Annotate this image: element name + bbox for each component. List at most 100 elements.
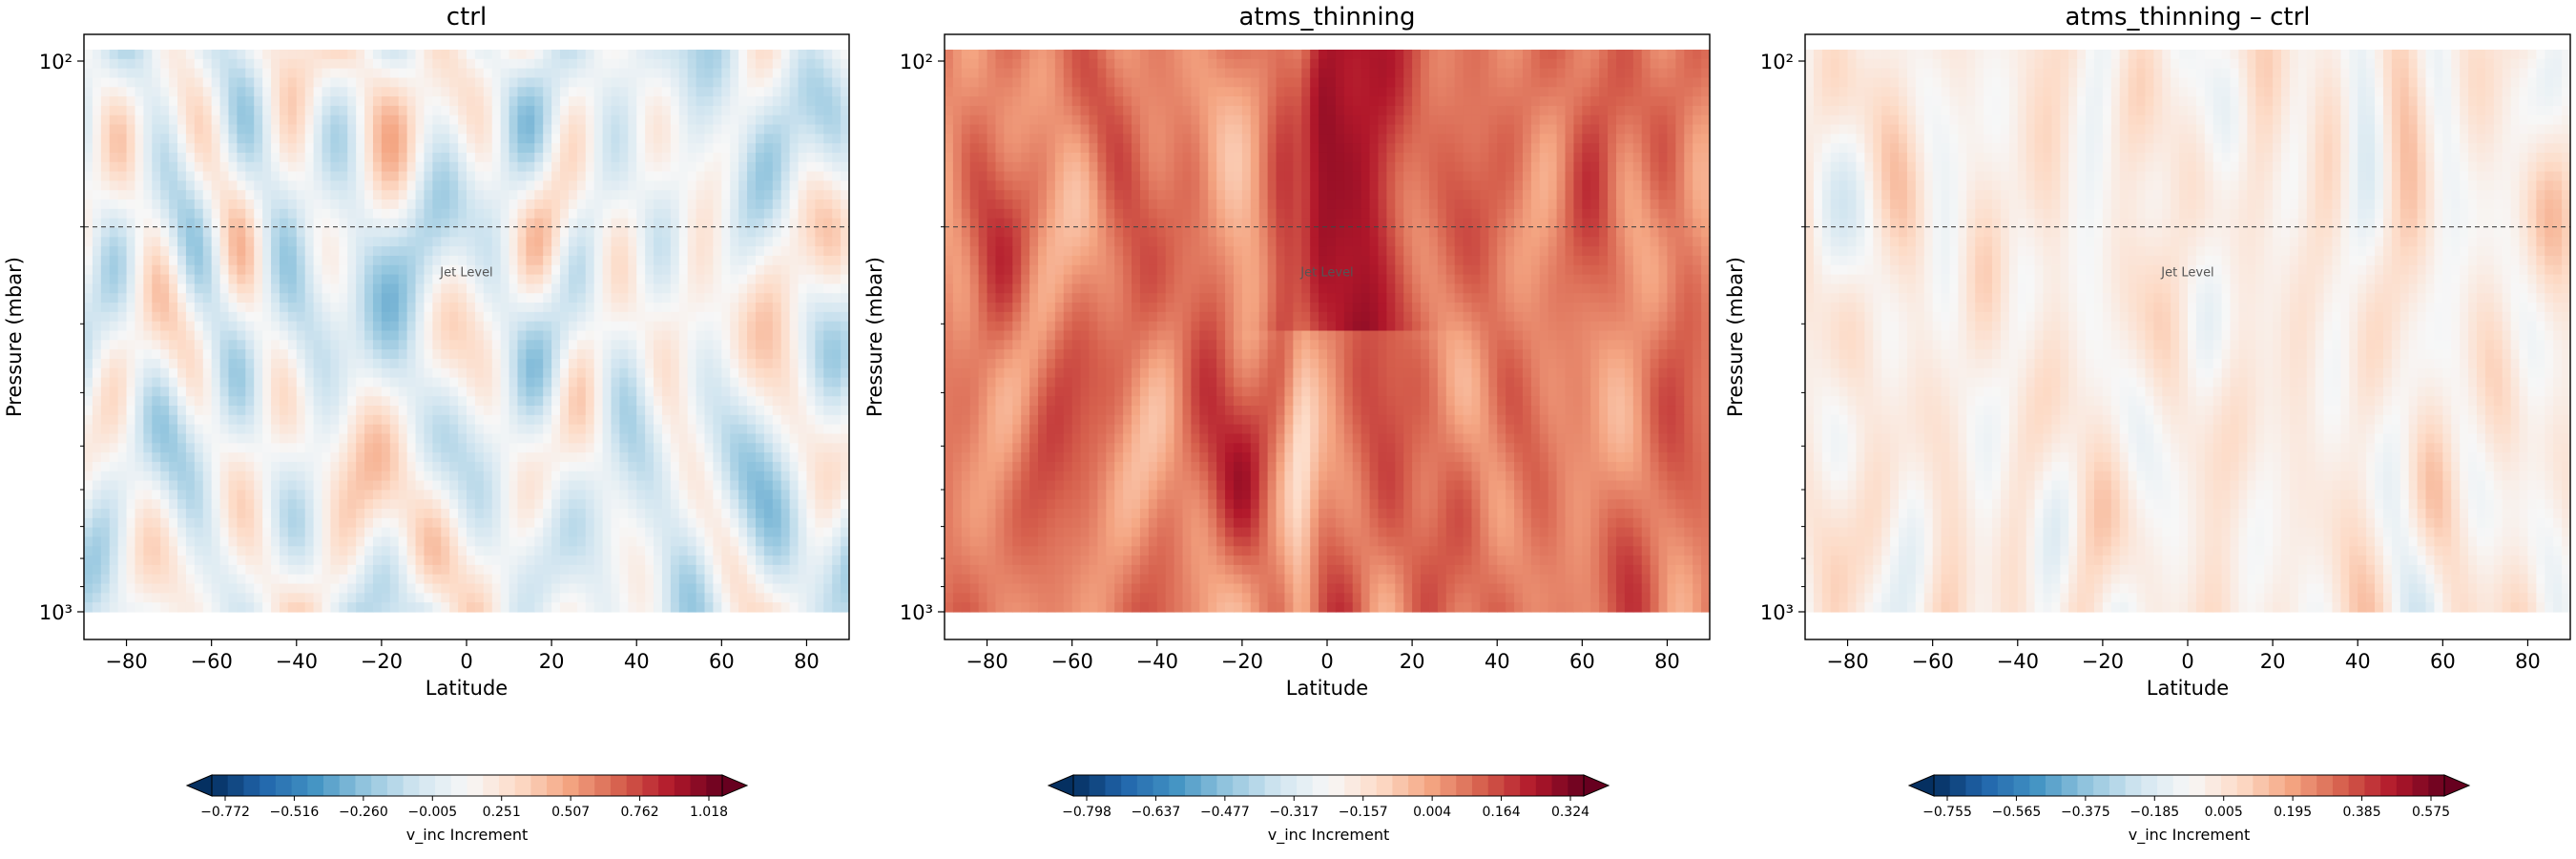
colorbar-segment [658,775,675,796]
colorbar-segment [1520,775,1537,796]
colorbar: −0.798 −0.637 −0.477 −0.317 −0.157 0.004 0.164… [1047,774,1610,845]
x-tick-label: −80 [1826,650,1868,673]
colorbar-tick-label: −0.005 [407,805,457,820]
colorbar-tick-label: −0.157 [1339,805,1388,820]
colorbar-segment [1568,775,1585,796]
x-tick-label: 80 [794,650,820,673]
colorbar-tick-label: −0.516 [270,805,320,820]
colorbar-segment [2061,775,2078,796]
heatmap-field [84,50,850,613]
x-tick-label: 20 [1400,650,1425,673]
colorbar: −0.772 −0.516 −0.260 −0.005 0.251 0.507 0.762 1… [185,774,749,845]
x-tick-label: 40 [1485,650,1510,673]
x-tick-label: 0 [1320,650,1333,673]
colorbar-label: v_inc Increment [1268,826,1390,845]
colorbar-segment [1997,775,2015,796]
colorbar-segment [339,775,356,796]
colorbar-segment [1248,775,1266,796]
panel-title: ctrl [447,3,487,31]
colorbar-segment [386,775,405,796]
colorbar-segment [1408,775,1425,796]
colorbar-segment [2220,775,2238,796]
x-axis-label: Latitude [2147,677,2229,700]
colorbar-tick-label: 0.195 [2274,805,2312,820]
colorbar-segment [1153,775,1170,796]
colorbar-tick-label: 0.762 [621,805,659,820]
y-tick-label: 10³ [900,601,933,624]
colorbar-segment [1471,775,1489,796]
colorbar-tick-label: 0.385 [2343,805,2381,820]
colorbar-tick-label: −0.185 [2129,805,2179,820]
colorbar-segment [355,775,372,796]
x-tick-label: 20 [2260,650,2286,673]
colorbar-segment [1360,775,1378,796]
colorbar-segment [1949,775,1966,796]
x-tick-label: −40 [1136,650,1178,673]
colorbar-extend-low [1047,774,1074,797]
colorbar-extend-low [1907,774,1935,797]
colorbar-tick-label: −0.772 [200,805,250,820]
colorbar-segment [514,775,531,796]
colorbar-frame [1072,774,1585,797]
colorbar-tick-label: 0.575 [2412,805,2450,820]
panel-1: Jet Level −80 −60 −40 −20 0 20 40 60 80 10² 10³ atms… [863,3,1711,845]
y-axis-label: Pressure (mbar) [3,257,26,417]
colorbar-segment [1487,775,1505,796]
colorbar-segment [498,775,516,796]
x-tick-label: 80 [2515,650,2541,673]
colorbar-segment [450,775,467,796]
colorbar-tick-label: −0.637 [1132,805,1181,820]
colorbar-segment [307,775,324,796]
x-tick-label: −20 [2082,650,2124,673]
colorbar-segment [1233,775,1250,796]
jet-level-label: Jet Level [1299,266,1353,281]
colorbar-segment [1073,775,1091,796]
colorbar-extend-low [185,774,213,797]
colorbar-segment [1169,775,1186,796]
colorbar-extend-high [1583,774,1610,797]
x-axis-label: Latitude [426,677,508,700]
x-tick-label: 20 [539,650,565,673]
colorbar-segment [1312,775,1329,796]
colorbar-segment [1456,775,1473,796]
x-tick-label: 60 [709,650,735,673]
colorbar-segment [2029,775,2046,796]
colorbar-segment [530,775,548,796]
colorbar-segment [2332,775,2350,796]
x-tick-label: −40 [276,650,318,673]
colorbar-segment [674,775,692,796]
colorbar-segment [2396,775,2414,796]
colorbar-segment [562,775,580,796]
colorbar-extend-high [721,774,749,797]
colorbar-segment [2364,775,2381,796]
x-tick-label: −60 [191,650,233,673]
colorbar: −0.755 −0.565 −0.375 −0.185 0.005 0.195 0.385 0… [1907,774,2471,845]
colorbar-segment [1423,775,1442,796]
x-tick-label: 60 [2430,650,2456,673]
y-tick-label: 10² [39,51,73,73]
colorbar-segment [2077,775,2094,796]
colorbar-segment [2380,775,2398,796]
x-tick-label: −40 [1997,650,2039,673]
colorbar-tick-label: −0.755 [1922,805,1972,820]
y-tick-label: 10² [900,51,933,73]
colorbar-segment [1328,775,1345,796]
x-tick-label: −20 [361,650,403,673]
colorbar-segment [323,775,341,796]
colorbar-tick-label: 0.507 [551,805,590,820]
colorbar-tick-label: −0.565 [1992,805,2042,820]
x-tick-label: 60 [1569,650,1595,673]
colorbar-segment [2300,775,2317,796]
colorbar-segment [2284,775,2302,796]
y-tick-label: 10³ [39,601,73,624]
colorbar-segment [1216,775,1234,796]
jet-level-label: Jet Level [439,266,492,281]
colorbar-segment [2236,775,2254,796]
colorbar-tick-label: 0.005 [2205,805,2243,820]
x-tick-label: 80 [1654,650,1680,673]
colorbar-segment [1504,775,1521,796]
x-tick-label: −60 [1051,650,1093,673]
y-axis-label: Pressure (mbar) [863,257,886,417]
colorbar-segment [2253,775,2270,796]
